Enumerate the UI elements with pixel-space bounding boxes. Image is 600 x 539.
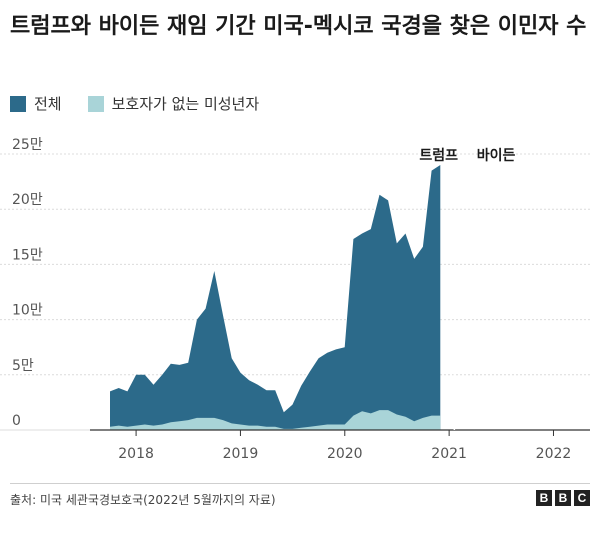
x-tick-label: 2020 [327,446,363,462]
legend-label-total: 전체 [34,95,62,113]
y-tick-label: 20만 [12,192,43,208]
y-tick-label: 10만 [12,303,43,319]
legend: 전체 보호자가 없는 미성년자 [10,93,285,114]
legend-swatch-minors [87,95,104,112]
term-annotation-label: 바이든 [477,147,516,164]
x-tick-label: 2021 [431,446,467,462]
chart-title: 트럼프와 바이든 재임 기간 미국-멕시코 국경을 찾은 이민자 수 [10,14,587,39]
y-tick-label: 0 [12,413,21,429]
footer-divider [10,483,590,484]
series-area-minors [110,410,441,430]
term-annotation-label: 트럼프 [419,148,458,164]
area-chart: 0 5만 10만 15만 20만 25만 2018 2019 2020 2021 2022 트럼프 바이… [0,137,590,462]
legend-swatch-total [10,95,26,112]
x-tick-label: 2018 [118,446,154,462]
y-tick-label: 15만 [12,247,43,263]
legend-label-minors: 보호자가 없는 미성년자 [111,95,260,113]
y-tick-label: 25만 [12,137,43,153]
legend-item-total: 전체 [10,93,62,114]
y-tick-label: 5만 [12,358,34,374]
bbc-logo-letter: C [574,490,590,506]
source-note: 출처: 미국 세관국경보호국(2022년 5월까지의 자료) [10,493,276,507]
bbc-logo-letter: B [555,490,571,506]
bbc-logo-letter: B [536,490,552,506]
x-tick-label: 2019 [223,446,259,462]
bbc-logo: B B C [533,490,590,506]
legend-item-minors: 보호자가 없는 미성년자 [87,93,260,114]
series-area-total [110,165,441,430]
x-tick-label: 2022 [536,446,572,462]
